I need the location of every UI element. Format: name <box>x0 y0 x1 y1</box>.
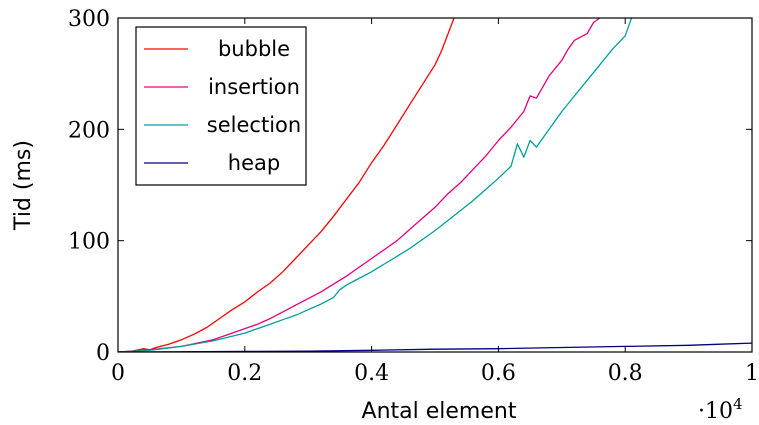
x-tick-label: 0 <box>111 361 125 386</box>
x-tick-label: 0.4 <box>354 361 389 386</box>
legend-label-bubble: bubble <box>218 37 290 61</box>
series-line-heap <box>118 342 752 352</box>
x-tick-label: 1 <box>745 361 759 386</box>
series-line-selection <box>118 18 633 352</box>
x-scale-exponent: 4 <box>733 395 743 413</box>
legend-label-heap: heap <box>228 151 280 175</box>
x-scale-base: ·10 <box>698 399 733 424</box>
legend: bubble insertion selection heap <box>135 26 307 186</box>
plot-frame <box>117 17 753 353</box>
series-line-insertion <box>118 18 601 352</box>
ticks-layer: 0 0.2 0.4 0.6 0.8 1 0 100 200 300 <box>68 7 759 386</box>
series-line-bubble <box>118 18 455 352</box>
x-tick-label: 0.2 <box>227 361 262 386</box>
x-scale-multiplier: ·104 <box>698 395 743 424</box>
y-tick-label: 300 <box>68 7 110 32</box>
legend-label-insertion: insertion <box>208 75 300 99</box>
legend-box <box>135 26 307 186</box>
x-tick-label: 0.8 <box>608 361 643 386</box>
y-tick-label: 200 <box>68 118 110 143</box>
x-axis-title: Antal element <box>362 399 517 424</box>
y-tick-label: 100 <box>68 230 110 255</box>
x-tick-label: 0.6 <box>481 361 516 386</box>
y-tick-label: 0 <box>96 341 110 366</box>
legend-label-selection: selection <box>207 113 301 137</box>
y-axis-title: Tid (ms) <box>11 140 36 231</box>
